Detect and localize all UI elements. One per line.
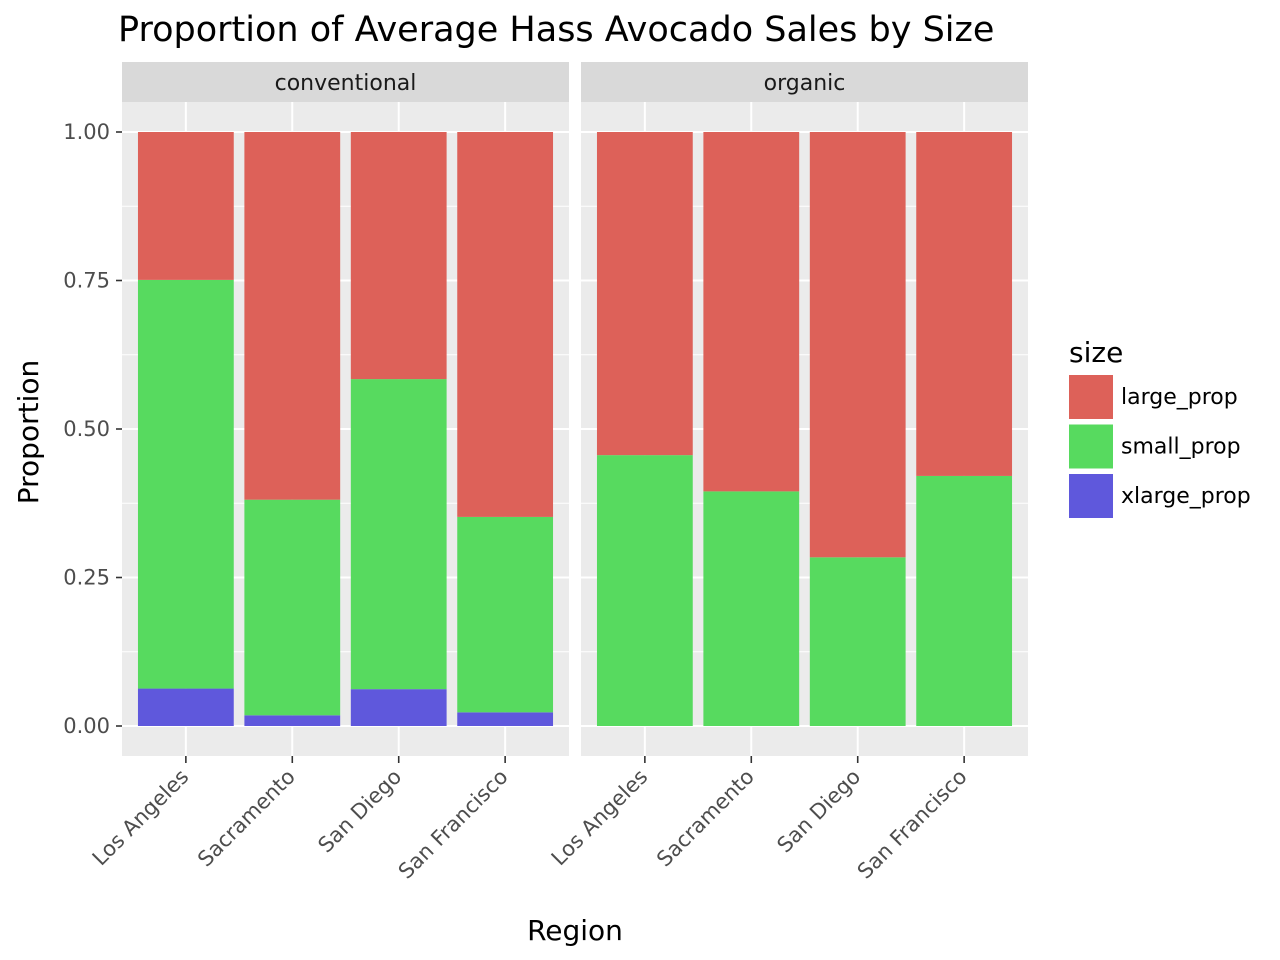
bar-segment-large_prop bbox=[350, 132, 447, 380]
x-tick-label: San Francisco bbox=[394, 765, 513, 884]
x-tick-label: San Diego bbox=[772, 765, 865, 858]
facet-strip bbox=[122, 62, 569, 102]
bar-segment-small_prop bbox=[244, 499, 341, 716]
facet-panel-organic: organic Los Angeles Sacramento San DiegoSan… bbox=[547, 62, 1028, 884]
legend-key-small_prop bbox=[1069, 424, 1113, 469]
bar-segment-small_prop bbox=[703, 491, 800, 726]
x-tick-label: Los Angeles bbox=[547, 765, 653, 871]
bar-segment-small_prop bbox=[916, 475, 1013, 726]
y-axis: 0.00 0.25 0.50 0.75 1.00 bbox=[63, 120, 122, 738]
bar-segment-large_prop bbox=[809, 132, 906, 558]
facet-panel-conventional: conventional Los Angeles Sacramento San Die… bbox=[88, 62, 569, 884]
legend-label: large_prop bbox=[1121, 385, 1238, 410]
y-axis-title: Proportion bbox=[12, 360, 45, 504]
bar-segment-large_prop bbox=[703, 132, 800, 492]
bar-segment-small_prop bbox=[457, 516, 554, 713]
x-tick-label: San Francisco bbox=[853, 765, 972, 884]
bar-segment-large_prop bbox=[916, 132, 1013, 476]
legend-key-large_prop bbox=[1069, 375, 1113, 419]
legend-key-xlarge_prop bbox=[1069, 474, 1113, 518]
legend-title: size bbox=[1069, 336, 1123, 369]
bar-segment-xlarge_prop bbox=[350, 689, 447, 726]
bar-segment-xlarge_prop bbox=[137, 688, 234, 726]
y-tick-label: 0.50 bbox=[63, 417, 110, 441]
legend-label: small_prop bbox=[1121, 435, 1241, 460]
bar-segment-large_prop bbox=[137, 132, 234, 280]
x-tick-label: San Diego bbox=[313, 765, 406, 858]
bar-segment-small_prop bbox=[137, 279, 234, 689]
legend-label: xlarge_prop bbox=[1121, 484, 1251, 509]
y-tick-label: 0.75 bbox=[63, 269, 110, 293]
x-axis-title: Region bbox=[527, 914, 623, 947]
chart-title: Proportion of Average Hass Avocado Sales… bbox=[118, 10, 994, 50]
y-tick-label: 1.00 bbox=[63, 120, 110, 144]
bar-segment-large_prop bbox=[244, 132, 341, 500]
facet-strip bbox=[581, 62, 1028, 102]
facet-strip-label: organic bbox=[764, 71, 846, 96]
bar-segment-small_prop bbox=[596, 455, 693, 726]
x-tick-label: Sacramento bbox=[193, 765, 300, 872]
y-tick-label: 0.25 bbox=[63, 566, 110, 590]
facet-strip-label: conventional bbox=[275, 71, 417, 96]
bar-segment-xlarge_prop bbox=[457, 712, 554, 726]
bar-segment-large_prop bbox=[457, 132, 554, 517]
legend: size large_prop small_prop xlarge_prop bbox=[1069, 336, 1251, 518]
bar-segment-small_prop bbox=[809, 557, 906, 726]
bar-segment-large_prop bbox=[596, 132, 693, 456]
x-tick-label: Los Angeles bbox=[88, 765, 194, 871]
y-tick-label: 0.00 bbox=[63, 714, 110, 738]
bar-segment-small_prop bbox=[350, 379, 447, 690]
x-tick-label: Sacramento bbox=[652, 765, 759, 872]
bar-segment-xlarge_prop bbox=[244, 715, 341, 726]
